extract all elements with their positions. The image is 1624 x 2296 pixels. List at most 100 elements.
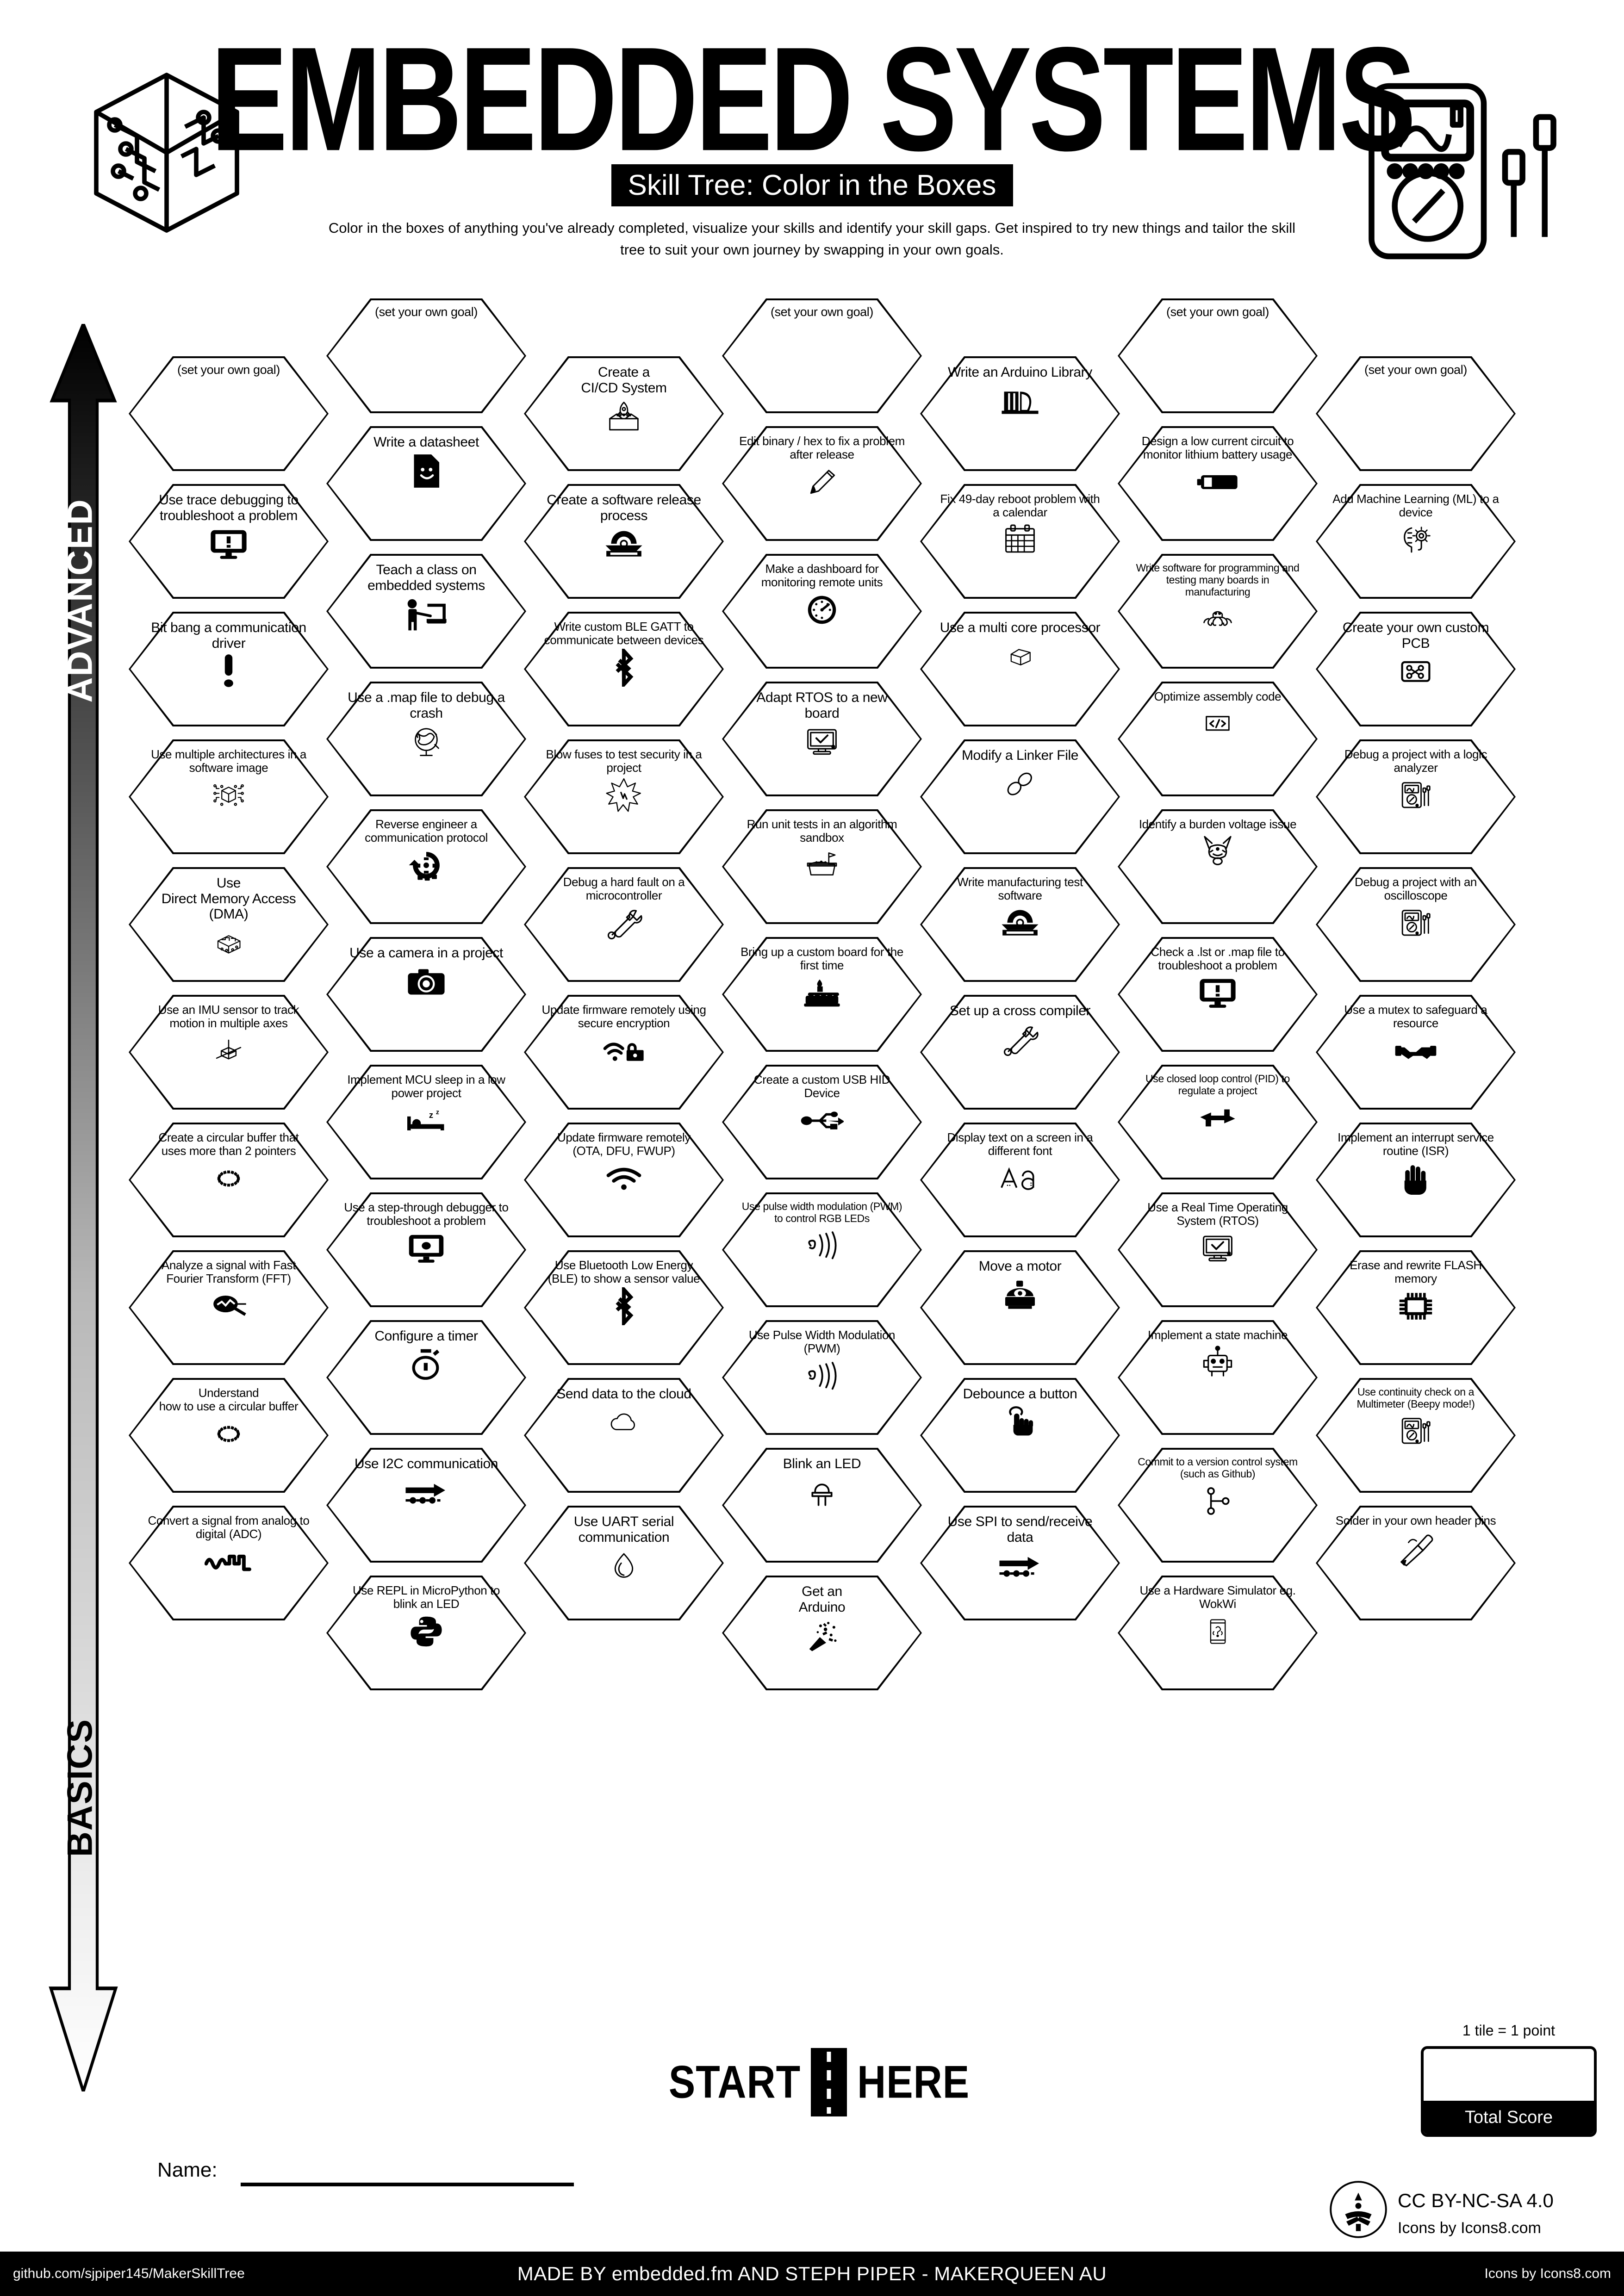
skill-tile[interactable]: Use SPI to send/receive data xyxy=(920,1506,1120,1620)
hex-fill[interactable] xyxy=(1120,683,1316,794)
skill-tile[interactable]: Use UART serial communication xyxy=(524,1506,724,1620)
skill-tile[interactable]: (set your own goal) xyxy=(326,298,526,413)
skill-tile[interactable]: Use a mutex to safeguard a resource xyxy=(1316,995,1516,1110)
skill-tile[interactable]: Write software for programming and testi… xyxy=(1118,554,1318,669)
hex-fill[interactable] xyxy=(328,683,524,794)
skill-tile[interactable]: Use Bluetooth Low Energy (BLE) to show a… xyxy=(524,1250,724,1365)
skill-tile[interactable]: Run unit tests in an algorithm sandbox xyxy=(722,809,922,924)
hex-fill[interactable] xyxy=(724,1577,920,1688)
hex-fill[interactable] xyxy=(1120,1450,1316,1561)
skill-tile[interactable]: Write a datasheet xyxy=(326,426,526,541)
name-write-line[interactable] xyxy=(241,2183,574,2186)
skill-tile[interactable]: Add Machine Learning (ML) to a device xyxy=(1316,484,1516,599)
skill-tile[interactable]: Use continuity check on a Multimeter (Be… xyxy=(1316,1378,1516,1493)
skill-tile[interactable]: Solder in your own header pins xyxy=(1316,1506,1516,1620)
hex-fill[interactable] xyxy=(131,1380,327,1491)
skill-tile[interactable]: Fix 49-day reboot problem with a calenda… xyxy=(920,484,1120,599)
name-field[interactable]: Name: xyxy=(157,2159,666,2191)
hex-fill[interactable] xyxy=(328,1577,524,1688)
skill-tile[interactable]: Create a custom USB HID Device xyxy=(722,1065,922,1179)
hex-fill[interactable] xyxy=(1120,1067,1316,1178)
hex-fill[interactable] xyxy=(724,300,920,411)
hex-fill[interactable] xyxy=(724,428,920,539)
hex-fill[interactable] xyxy=(526,997,722,1108)
skill-tile[interactable]: Use a multi core processor xyxy=(920,612,1120,726)
skill-tile[interactable]: Analyze a signal with Fast Fourier Trans… xyxy=(129,1250,329,1365)
skill-tile[interactable]: Use multiple architectures in a software… xyxy=(129,739,329,854)
hex-fill[interactable] xyxy=(922,741,1118,852)
footer-github-link[interactable]: github.com/sjpiper145/MakerSkillTree xyxy=(13,2266,245,2281)
skill-tile[interactable]: Write custom BLE GATT to communicate bet… xyxy=(524,612,724,726)
hex-fill[interactable] xyxy=(1120,300,1316,411)
skill-tile[interactable]: Use an IMU sensor to track motion in mul… xyxy=(129,995,329,1110)
hex-fill[interactable] xyxy=(526,1380,722,1491)
skill-tile[interactable]: Convert a signal from analog to digital … xyxy=(129,1506,329,1620)
skill-tile[interactable]: Use Direct Memory Access (DMA) xyxy=(129,867,329,982)
total-score-box[interactable]: Total Score xyxy=(1421,2046,1597,2137)
skill-tile[interactable]: Use I2C communication xyxy=(326,1448,526,1563)
skill-tile[interactable]: Use a Real Time Operating System (RTOS) xyxy=(1118,1192,1318,1307)
skill-tile[interactable]: Implement MCU sleep in a low power proje… xyxy=(326,1065,526,1179)
hex-fill[interactable] xyxy=(1120,811,1316,922)
hex-fill[interactable] xyxy=(724,1450,920,1561)
hex-fill[interactable] xyxy=(1120,1322,1316,1433)
skill-tile[interactable]: Send data to the cloud xyxy=(524,1378,724,1493)
skill-tile[interactable]: Move a motor xyxy=(920,1250,1120,1365)
hex-fill[interactable] xyxy=(1120,1194,1316,1305)
skill-tile[interactable]: Bit bang a communication driver xyxy=(129,612,329,726)
hex-fill[interactable] xyxy=(1318,614,1514,725)
skill-tile[interactable]: (set your own goal) xyxy=(722,298,922,413)
hex-fill[interactable] xyxy=(724,683,920,794)
hex-fill[interactable] xyxy=(922,1380,1118,1491)
skill-tile[interactable]: Blink an LED xyxy=(722,1448,922,1563)
skill-tile[interactable]: Check a .lst or .map file to troubleshoo… xyxy=(1118,937,1318,1052)
hex-fill[interactable] xyxy=(922,1124,1118,1235)
skill-tile[interactable]: Create your own custom PCB xyxy=(1316,612,1516,726)
skill-tile[interactable]: Set up a cross compiler xyxy=(920,995,1120,1110)
skill-tile[interactable]: Debounce a button xyxy=(920,1378,1120,1493)
skill-tile[interactable]: Implement a state machine xyxy=(1118,1320,1318,1435)
skill-tile[interactable]: Debug a hard fault on a microcontroller xyxy=(524,867,724,982)
skill-tile[interactable]: Debug a project with an oscilloscope xyxy=(1316,867,1516,982)
skill-tile[interactable]: Create a software release process xyxy=(524,484,724,599)
skill-tile[interactable]: Teach a class on embedded systems xyxy=(326,554,526,669)
hex-fill[interactable] xyxy=(526,1508,722,1619)
skill-tile[interactable]: Adapt RTOS to a new board xyxy=(722,682,922,796)
hex-fill[interactable] xyxy=(1318,1508,1514,1619)
skill-tile[interactable]: Edit binary / hex to fix a problem after… xyxy=(722,426,922,541)
hex-fill[interactable] xyxy=(526,869,722,980)
skill-tile[interactable]: Modify a Linker File xyxy=(920,739,1120,854)
hex-fill[interactable] xyxy=(526,1124,722,1235)
skill-tile[interactable]: (set your own goal) xyxy=(1118,298,1318,413)
hex-fill[interactable] xyxy=(724,811,920,922)
skill-tile[interactable]: Design a low current circuit to monitor … xyxy=(1118,426,1318,541)
skill-tile[interactable]: Use pulse width modulation (PWM) to cont… xyxy=(722,1192,922,1307)
skill-tile[interactable]: Use a Hardware Simulator eg. WokWi xyxy=(1118,1576,1318,1690)
skill-tile[interactable]: Bring up a custom board for the first ti… xyxy=(722,937,922,1052)
skill-tile[interactable]: Configure a timer xyxy=(326,1320,526,1435)
hex-fill[interactable] xyxy=(131,1124,327,1235)
skill-tile[interactable]: Debug a project with a logic analyzer xyxy=(1316,739,1516,854)
hex-fill[interactable] xyxy=(922,614,1118,725)
hex-fill[interactable] xyxy=(328,556,524,667)
hex-fill[interactable] xyxy=(328,1450,524,1561)
skill-tile[interactable]: (set your own goal) xyxy=(1316,356,1516,471)
skill-tile[interactable]: Use a camera in a project xyxy=(326,937,526,1052)
skill-tile[interactable]: Reverse engineer a communication protoco… xyxy=(326,809,526,924)
skill-tile[interactable]: Make a dashboard for monitoring remote u… xyxy=(722,554,922,669)
skill-tile[interactable]: Implement an interrupt service routine (… xyxy=(1316,1123,1516,1237)
skill-tile[interactable]: Use a step-through debugger to troublesh… xyxy=(326,1192,526,1307)
skill-tile[interactable]: Write an Arduino Library xyxy=(920,356,1120,471)
skill-tile[interactable]: Write manufacturing test software xyxy=(920,867,1120,982)
skill-tile[interactable]: Understand how to use a circular buffer xyxy=(129,1378,329,1493)
hex-fill[interactable] xyxy=(1318,358,1514,469)
skill-tile[interactable]: Use REPL in MicroPython to blink an LED xyxy=(326,1576,526,1690)
skill-tile[interactable]: Identify a burden voltage issue xyxy=(1118,809,1318,924)
skill-tile[interactable]: Use Pulse Width Modulation (PWM) xyxy=(722,1320,922,1435)
skill-tile[interactable]: (set your own goal) xyxy=(129,356,329,471)
skill-tile[interactable]: Update firmware remotely using secure en… xyxy=(524,995,724,1110)
skill-tile[interactable]: Get an Arduino xyxy=(722,1576,922,1690)
hex-fill[interactable] xyxy=(131,358,327,469)
skill-tile[interactable]: Erase and rewrite FLASH memory xyxy=(1316,1250,1516,1365)
hex-fill[interactable] xyxy=(328,1067,524,1178)
